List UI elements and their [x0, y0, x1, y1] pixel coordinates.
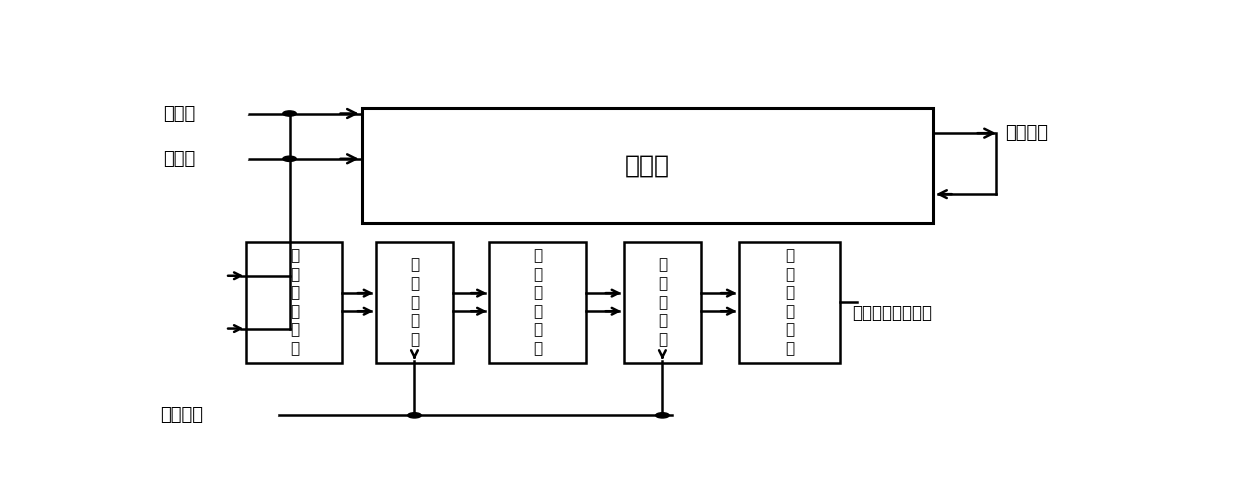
Text: 斩波时钟: 斩波时钟 — [160, 406, 203, 424]
Bar — [247, 242, 342, 363]
Circle shape — [283, 156, 296, 161]
Circle shape — [221, 108, 247, 119]
Text: 第
一
级
斩
波: 第 一 级 斩 波 — [410, 257, 419, 347]
Bar — [376, 242, 453, 363]
Bar — [624, 242, 701, 363]
Text: 直流失配调节信号: 直流失配调节信号 — [852, 304, 931, 322]
Text: 直
流
失
配
运
放: 直 流 失 配 运 放 — [533, 248, 542, 356]
Text: 第
二
级
斩
波: 第 二 级 斩 波 — [658, 257, 667, 347]
Text: 主运放: 主运放 — [625, 153, 670, 177]
Bar — [490, 242, 585, 363]
Circle shape — [250, 410, 277, 420]
Text: 负输入: 负输入 — [162, 150, 195, 168]
Circle shape — [283, 111, 296, 116]
Text: 输
入
低
通
滤
波: 输 入 低 通 滤 波 — [290, 248, 299, 356]
Text: 运放输出: 运放输出 — [1006, 124, 1049, 142]
Text: 斩
波
低
通
滤
波: 斩 波 低 通 滤 波 — [785, 248, 795, 356]
Circle shape — [656, 413, 670, 418]
Bar — [739, 242, 841, 363]
Circle shape — [221, 153, 247, 164]
Bar — [362, 108, 934, 223]
Circle shape — [408, 413, 422, 418]
Text: 正输入: 正输入 — [162, 104, 195, 122]
